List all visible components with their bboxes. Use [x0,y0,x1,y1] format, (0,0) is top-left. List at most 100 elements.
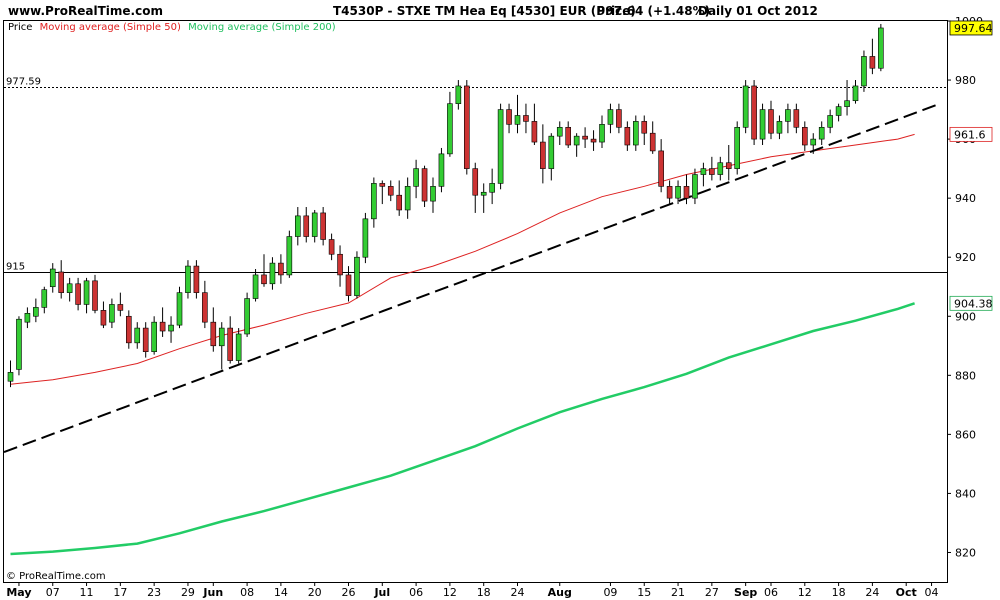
candle-31 [269,257,276,290]
candle-29 [252,269,259,302]
candle-body [294,215,301,237]
candle-71 [607,103,614,134]
candle-body [810,138,817,146]
candle-39 [337,245,343,287]
candle-1 [16,316,22,376]
value-label-box-2 [949,295,993,311]
last-value: 997.64 (+1.48%) [597,4,710,18]
candle-body [210,321,217,347]
candle-body [852,85,859,102]
x-tick-label-20: 27 [705,586,719,599]
ma50-series [10,133,915,385]
candle-body [725,162,732,169]
candle-30 [261,254,267,287]
x-tick-label-22: 06 [764,586,778,599]
candle-body [109,304,115,323]
candle-16 [142,322,149,358]
period-label: Daily 01 Oct 2012 [698,4,818,18]
y-tick-label-3: 880 [955,369,976,382]
value-label-1: 961.6 [954,128,986,141]
candle-101 [861,50,867,92]
candle-body [379,183,386,187]
candle-body [531,121,538,143]
candle-74 [632,115,639,151]
ma200-series [10,302,915,556]
y-tick-label-8: 980 [955,74,976,87]
x-tick-label-0: May [6,586,31,599]
candle-body [438,153,445,187]
y-tick-label-1: 840 [955,487,976,500]
candle-body [523,115,529,122]
candle-body [261,274,267,285]
candle-52 [447,91,453,157]
candle-32 [278,254,284,284]
candle-91 [776,115,783,140]
trendline [3,102,941,454]
candle-body [227,327,233,361]
site-brand: www.ProRealTime.com [8,4,163,18]
candle-body [582,135,588,140]
candle-21 [185,260,191,299]
candle-body [776,121,783,134]
x-tick-label-26: Oct [896,586,917,599]
candle-63 [540,124,546,184]
candle-37 [320,207,326,246]
candle-7 [66,277,73,302]
candle-body [396,194,403,211]
candle-body [193,265,200,293]
candle-88 [751,80,757,146]
candle-41 [354,251,360,299]
candle-25 [218,322,225,370]
candle-body [658,150,664,187]
candle-body [421,168,428,202]
candle-body [244,298,250,335]
candle-body [497,109,504,184]
candle-61 [523,103,529,134]
candle-body [58,271,65,293]
candle-body [675,186,681,199]
candle-body [126,315,132,344]
x-tick-label-15: 24 [511,586,525,599]
candle-27 [235,328,242,364]
candle-body [320,212,326,240]
candle-body [480,191,487,196]
candle-body [41,289,48,308]
x-tick-label-7: 08 [240,586,254,599]
candle-89 [759,103,766,146]
candle-body [632,121,639,146]
x-tick-label-5: 29 [181,586,195,599]
candle-body [24,313,31,323]
candle-body [176,292,183,326]
candle-body [717,162,724,175]
candle-22 [193,260,200,299]
candle-body [540,141,546,169]
candle-body [835,106,842,116]
candle-72 [616,103,622,134]
candle-34 [294,207,301,246]
candle-2 [24,307,31,329]
candle-3 [33,298,39,323]
candle-18 [159,307,166,337]
candle-98 [835,103,842,122]
candle-body [666,186,673,199]
candle-body [878,27,884,69]
candle-47 [404,177,411,219]
candle-4 [41,286,48,314]
x-tick-label-14: 18 [477,586,491,599]
candle-body [235,333,242,361]
candle-97 [827,109,833,134]
candle-26 [227,316,233,364]
candle-body [548,135,555,169]
footer-brand: © ProRealTime.com [6,571,106,582]
candle-body [7,372,14,382]
candle-20 [176,286,183,329]
candle-14 [126,310,132,349]
candle-102 [869,38,876,75]
hline-label-1: 915 [6,262,25,273]
candle-body [252,274,259,299]
candle-75 [641,115,648,146]
candle-body [785,109,791,122]
y-tick-label-0: 820 [955,546,976,559]
candle-67 [573,133,580,157]
